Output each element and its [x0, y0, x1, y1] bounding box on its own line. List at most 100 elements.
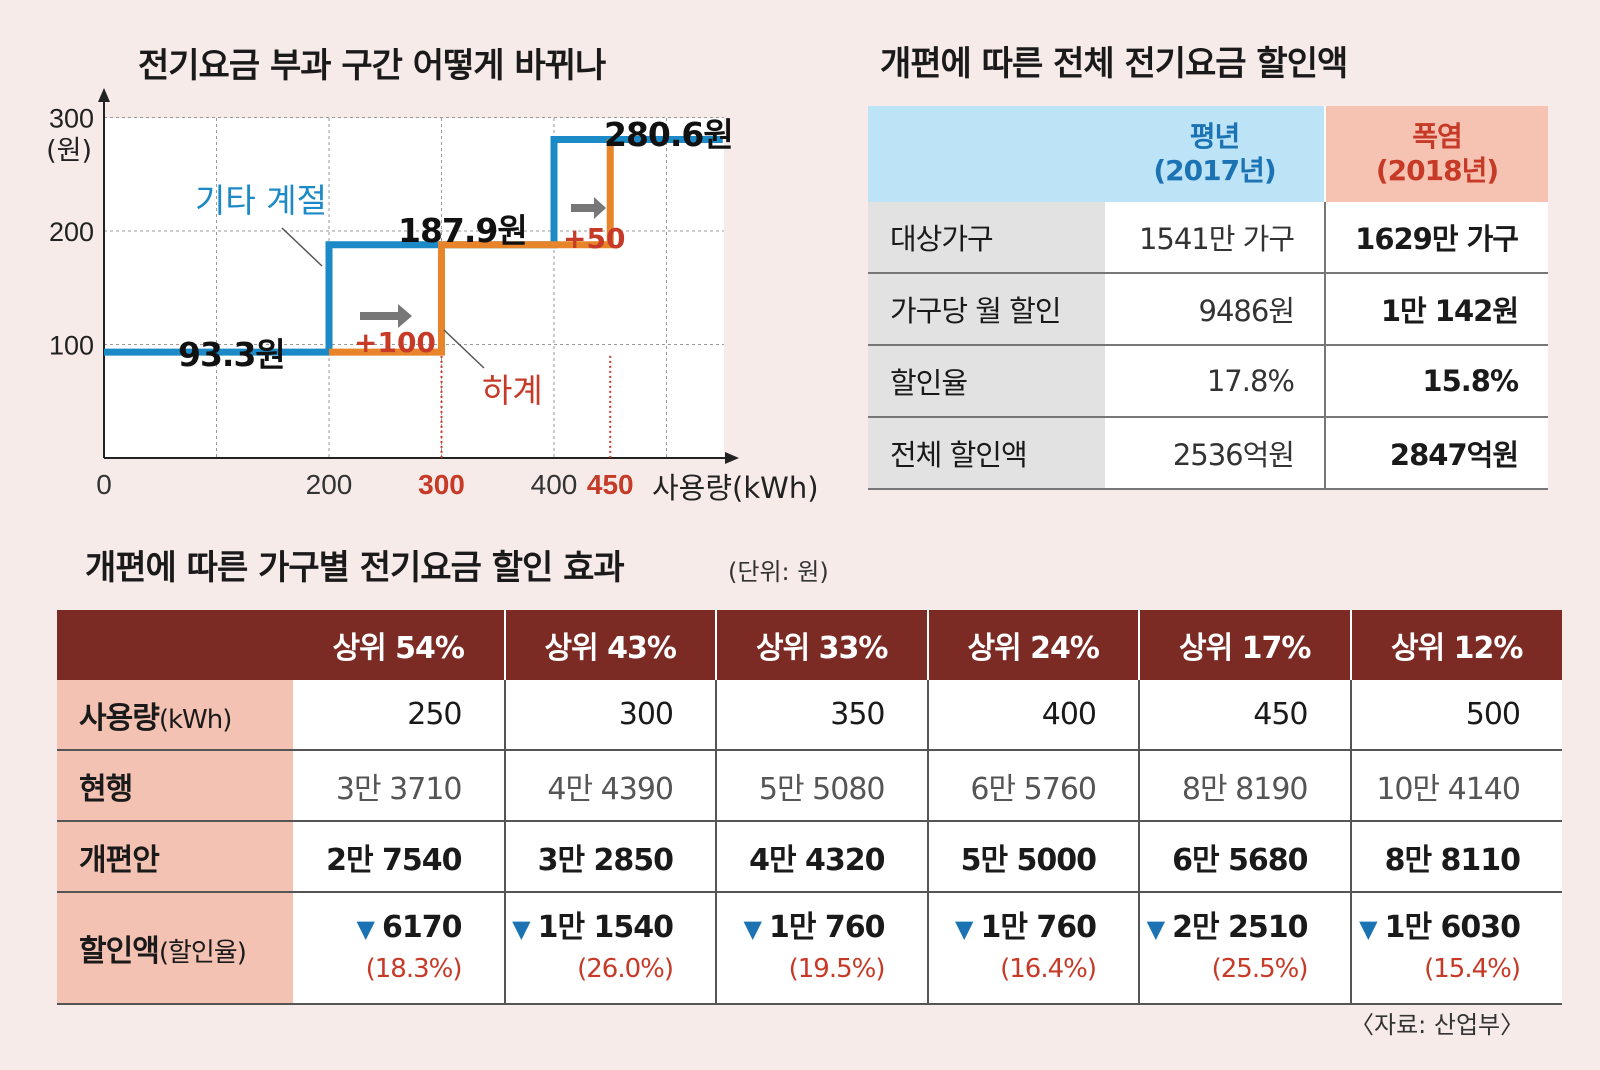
summary-header: 평년 (2017년) 폭염 (2018년)	[868, 106, 1548, 202]
effects-row-current: 현행 3만 3710 4만 4390 5만 5080 6만 5760 8만 81…	[57, 750, 1562, 822]
summary-value-heatwave: 2847억원	[1324, 417, 1548, 490]
discount-cell: ▼ 1만 760 (19.5%)	[715, 892, 928, 1005]
legend-summer: 하계	[482, 371, 543, 410]
discount-rate: (19.5%)	[788, 953, 886, 984]
current-cell: 4만 4390	[503, 750, 716, 822]
summary-header-blank	[868, 106, 1105, 202]
new-cell: 5만 5000	[926, 821, 1139, 893]
summary-row: 할인율 17.8% 15.8%	[868, 345, 1548, 418]
chart-title: 전기요금 부과 구간 어떻게 바뀌나	[138, 46, 606, 86]
summary-value-normal: 1541만 가구	[1105, 202, 1325, 274]
effects-row-usage: 사용량(kWh) 250 300 350 400 450 500	[57, 680, 1562, 751]
discount-value: 1만 760	[980, 909, 1097, 945]
effects-row-discount: 할인액(할인율) ▼ 6170 (18.3%) ▼ 1만 1540 (26.0%) ▼ 1…	[57, 892, 1562, 1005]
row-label-unit: (kWh)	[158, 704, 233, 735]
summary-value-normal: 9486원	[1105, 273, 1325, 346]
x-axis-arrow-icon	[725, 452, 739, 464]
row-label-discount: 할인액(할인율)	[57, 892, 293, 1005]
row-label-unit: (할인율)	[158, 938, 247, 968]
discount-value: 6170	[382, 909, 462, 945]
down-arrow-icon: ▼	[954, 914, 973, 943]
row-label-new: 개편안	[57, 821, 293, 893]
legend-leader-line	[281, 227, 323, 267]
summary-value-normal: 2536억원	[1105, 417, 1325, 490]
x-tick-label: 400	[531, 469, 578, 500]
summer-series-line	[329, 139, 614, 356]
shift-arrow-icon	[360, 304, 412, 328]
summary-row-label: 가구당 월 할인	[868, 273, 1105, 346]
plot-area	[104, 118, 724, 458]
effects-col-header: 상위 24%	[926, 610, 1139, 680]
usage-cell: 250	[293, 680, 505, 751]
x-tick-label: 200	[306, 469, 353, 500]
discount-cell: ▼ 1만 760 (16.4%)	[926, 892, 1139, 1005]
discount-cell: ▼ 2만 2510 (25.5%)	[1138, 892, 1351, 1005]
row-label-current: 현행	[57, 750, 293, 822]
price-label: 187.9원	[398, 211, 527, 250]
current-cell: 8만 8190	[1138, 750, 1351, 822]
new-cell: 2만 7540	[293, 821, 505, 893]
summary-row: 대상가구 1541만 가구 1629만 가구	[868, 202, 1548, 274]
summary-row: 전체 할인액 2536억원 2847억원	[868, 417, 1548, 490]
down-arrow-icon: ▼	[1359, 914, 1377, 943]
usage-cell: 400	[926, 680, 1139, 751]
current-cell: 3만 3710	[293, 750, 505, 822]
usage-cell: 300	[503, 680, 716, 751]
effects-col-header: 상위 17%	[1138, 610, 1351, 680]
current-cell: 5만 5080	[715, 750, 928, 822]
x-tick-label: 300	[418, 469, 465, 500]
y-axis-arrow-icon	[98, 88, 110, 102]
current-cell: 6만 5760	[926, 750, 1139, 822]
x-tick-label: 0	[96, 469, 112, 500]
summary-row-label: 대상가구	[868, 202, 1105, 274]
discount-rate: (18.3%)	[365, 953, 463, 984]
summary-row: 가구당 월 할인 9486원 1만 142원	[868, 273, 1548, 346]
discount-rate: (15.4%)	[1424, 953, 1521, 984]
summary-col-normal: 평년 (2017년)	[1105, 106, 1325, 202]
discount-value: 1만 760	[768, 909, 886, 945]
summary-title: 개편에 따른 전체 전기요금 할인액	[880, 44, 1348, 84]
usage-cell: 450	[1138, 680, 1351, 751]
summary-col-normal-year: (2017년)	[1153, 154, 1276, 187]
summary-col-heatwave-year: (2018년)	[1375, 154, 1499, 187]
usage-cell: 350	[715, 680, 928, 751]
price-label: 93.3원	[178, 335, 285, 374]
effects-header-blank	[57, 610, 293, 680]
new-cell: 4만 4320	[715, 821, 928, 893]
row-label-text: 사용량	[79, 700, 160, 736]
usage-cell: 500	[1349, 680, 1562, 751]
discount-value: 1만 6030	[1384, 909, 1521, 945]
y-tick-label: 300	[49, 104, 94, 134]
down-arrow-icon: ▼	[743, 914, 761, 943]
effects-col-header: 상위 33%	[715, 610, 928, 680]
y-axis-label: (원)	[46, 136, 92, 167]
effects-table: 상위 54% 상위 43% 상위 33% 상위 24% 상위 17% 상위 12…	[57, 610, 1562, 1005]
effects-row-new: 개편안 2만 7540 3만 2850 4만 4320 5만 5000 6만 5…	[57, 821, 1562, 893]
summary-value-heatwave: 1만 142원	[1324, 273, 1548, 346]
new-cell: 6만 5680	[1138, 821, 1351, 893]
down-arrow-icon: ▼	[512, 914, 530, 943]
y-tick-label: 100	[49, 331, 94, 361]
summary-col-normal-name: 평년	[1189, 120, 1241, 153]
summary-value-heatwave: 1629만 가구	[1324, 202, 1548, 274]
shift-arrow-icon	[571, 197, 606, 219]
legend-other-season: 기타 계절	[195, 181, 327, 220]
new-cell: 3만 2850	[503, 821, 716, 893]
effects-header: 상위 54% 상위 43% 상위 33% 상위 24% 상위 17% 상위 12…	[57, 610, 1562, 680]
discount-value: 1만 1540	[537, 909, 674, 945]
row-label-usage: 사용량(kWh)	[57, 680, 293, 751]
discount-rate: (16.4%)	[1000, 953, 1097, 984]
effects-unit: (단위: 원)	[728, 558, 829, 586]
down-arrow-icon: ▼	[1146, 914, 1165, 943]
source-note: 〈자료: 산업부〉	[1350, 1011, 1525, 1039]
down-arrow-icon: ▼	[356, 914, 375, 943]
new-cell: 8만 8110	[1349, 821, 1562, 893]
summary-table: 평년 (2017년) 폭염 (2018년) 대상가구 1541만 가구 1629…	[868, 106, 1548, 490]
discount-cell: ▼ 1만 1540 (26.0%)	[503, 892, 716, 1005]
summary-row-label: 할인율	[868, 345, 1105, 418]
price-label: 280.6원	[604, 115, 733, 154]
effects-col-header: 상위 54%	[293, 610, 505, 680]
shift-label: +100	[354, 326, 436, 359]
discount-rate: (26.0%)	[577, 953, 674, 984]
